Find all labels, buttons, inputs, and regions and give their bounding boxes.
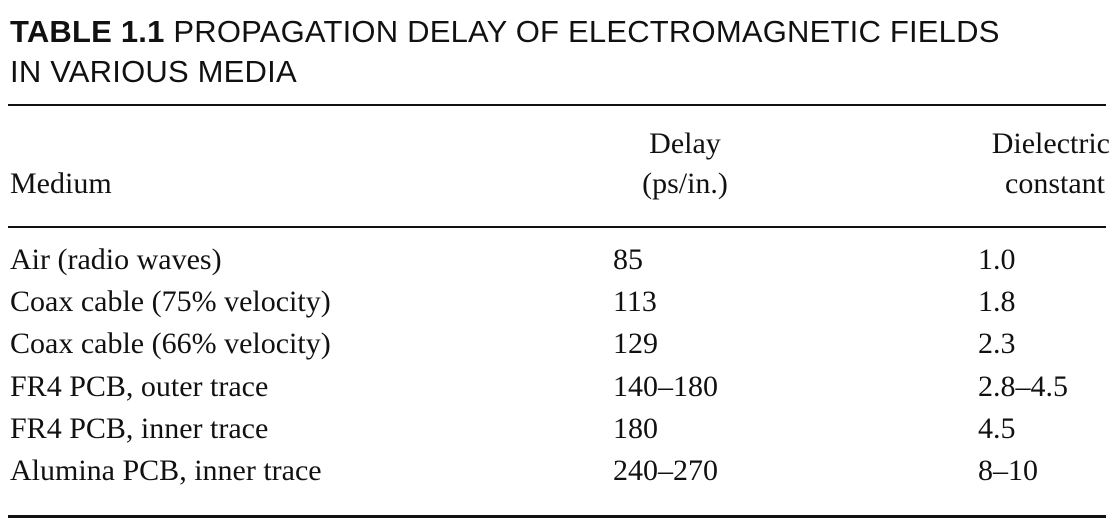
header-rule xyxy=(8,226,1106,228)
table-row: Coax cable (75% velocity) 113 1.8 xyxy=(0,284,1112,326)
table-caption: TABLE 1.1 PROPAGATION DELAY OF ELECTROMA… xyxy=(10,12,1105,92)
table-row: Air (radio waves) 85 1.0 xyxy=(0,242,1112,284)
cell-dielectric: 4.5 xyxy=(978,411,1016,445)
cell-delay: 180 xyxy=(613,411,658,445)
table-number-label: TABLE 1.1 xyxy=(10,14,165,49)
cell-dielectric: 1.0 xyxy=(978,243,1016,276)
table-title-line1: PROPAGATION DELAY OF ELECTROMAGNETIC FIE… xyxy=(173,14,1000,49)
cell-dielectric: 2.8–4.5 xyxy=(978,369,1068,403)
table-row: Alumina PCB, inner trace 240–270 8–10 xyxy=(0,453,1112,495)
table-row: FR4 PCB, outer trace 140–180 2.8–4.5 xyxy=(0,369,1112,411)
cell-delay: 85 xyxy=(613,243,643,276)
header-delay-unit: (ps/in.) xyxy=(642,167,728,200)
table-title-line2: IN VARIOUS MEDIA xyxy=(10,54,297,89)
table-row: Coax cable (66% velocity) 129 2.3 xyxy=(0,326,1112,368)
table-body: Air (radio waves) 85 1.0 Coax cable (75%… xyxy=(0,242,1112,495)
cell-dielectric: 2.3 xyxy=(978,327,1016,361)
cell-medium: FR4 PCB, inner trace xyxy=(10,411,269,445)
cell-delay: 240–270 xyxy=(613,453,718,487)
cell-dielectric: 8–10 xyxy=(978,453,1038,487)
top-rule xyxy=(8,104,1106,106)
bottom-rule xyxy=(8,515,1106,518)
cell-medium: FR4 PCB, outer trace xyxy=(10,369,269,403)
cell-delay: 129 xyxy=(613,327,658,361)
cell-medium: Air (radio waves) xyxy=(10,243,222,276)
table-row: FR4 PCB, inner trace 180 4.5 xyxy=(0,411,1112,453)
cell-delay: 140–180 xyxy=(613,369,718,403)
cell-medium: Coax cable (75% velocity) xyxy=(10,285,331,319)
cell-medium: Coax cable (66% velocity) xyxy=(10,327,331,361)
header-medium: Medium xyxy=(10,167,112,200)
header-dielectric-constant: constant xyxy=(1005,167,1105,200)
cell-medium: Alumina PCB, inner trace xyxy=(10,453,322,487)
cell-delay: 113 xyxy=(613,285,657,319)
header-dielectric: Dielectric xyxy=(991,127,1110,160)
header-delay: Delay xyxy=(649,127,721,160)
cell-dielectric: 1.8 xyxy=(978,285,1016,319)
